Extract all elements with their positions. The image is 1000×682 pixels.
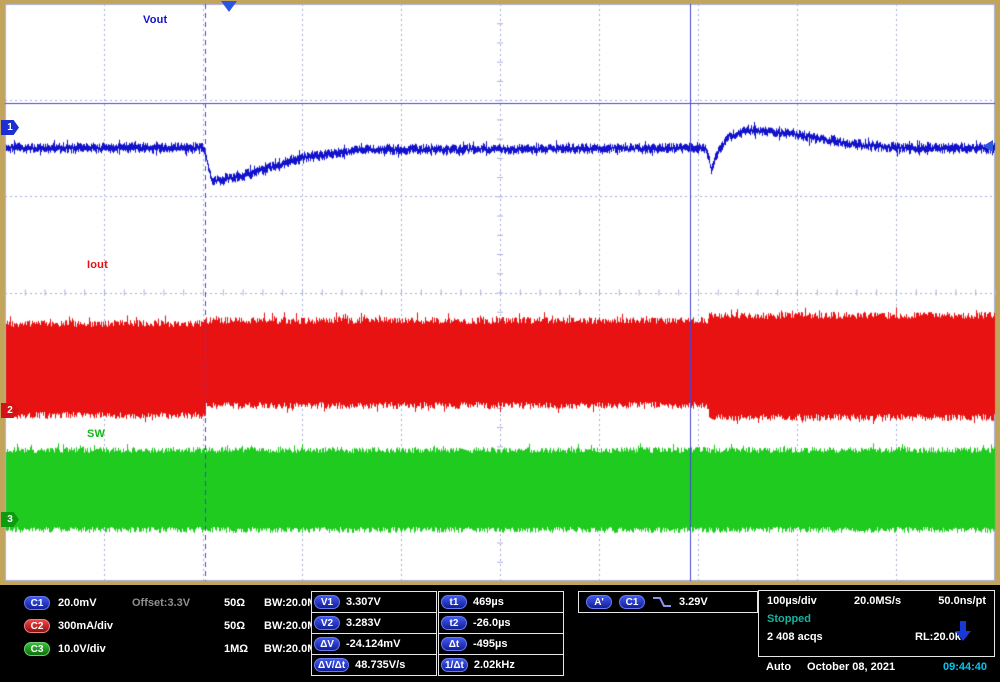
status-bar: C1 20.0mV Offset:3.3V 50Ω BW:20.0M C2 30… [0,585,1000,682]
trace-label-sw: SW [87,428,105,440]
measurement-row: V2 3.283V [312,613,436,634]
dv-dt-value: 48.735V/s [355,659,405,671]
t2-badge[interactable]: t2 [441,616,467,630]
v1-value: 3.307V [346,596,381,608]
freq-badge[interactable]: 1/Δt [441,658,468,672]
channel1-scale: 20.0mV [58,597,132,609]
delta-t-badge[interactable]: Δt [441,637,467,651]
sample-rate: 20.0MS/s [854,595,901,607]
record-length: RL:20.0k [915,631,961,643]
channel3-bandwidth: BW:20.0M [264,643,316,655]
trigger-level: 3.29V [679,596,708,608]
channel3-coupling: 1MΩ [224,643,264,655]
graticule-canvas [0,0,1000,585]
delta-v-value: -24.124mV [346,638,400,650]
timebase-row: 100µs/div 20.0MS/s 50.0ns/pt [767,595,986,607]
channel1-offset: Offset:3.3V [132,597,224,609]
trigger-mode: Auto [766,661,791,673]
v2-badge[interactable]: V2 [314,616,340,630]
measurement-row: t2 -26.0µs [439,613,563,634]
trigger-source-badge[interactable]: C1 [619,595,645,609]
v2-value: 3.283V [346,617,381,629]
waveform-display: Vout Iout SW 1 2 3 [0,0,1000,585]
measurement-row: ΔV/Δt 48.735V/s [312,655,436,675]
time-label: 09:44:40 [943,661,987,673]
measurement-row: t1 469µs [439,592,563,613]
trace-label-vout: Vout [143,14,167,26]
v1-badge[interactable]: V1 [314,595,340,609]
measurement-row: Δt -495µs [439,634,563,655]
channel1-reference-marker-icon [983,140,993,152]
channel1-coupling: 50Ω [224,597,264,609]
channel1-bandwidth: BW:20.0M [264,597,316,609]
channel2-coupling: 50Ω [224,620,264,632]
channel2-bandwidth: BW:20.0M [264,620,316,632]
t1-value: 469µs [473,596,504,608]
t1-badge[interactable]: t1 [441,595,467,609]
delta-t-value: -495µs [473,638,507,650]
channel3-readout: C3 10.0V/div 1MΩ BW:20.0M [24,641,316,656]
timebase-scale: 100µs/div [767,595,817,607]
measurement-row: V1 3.307V [312,592,436,613]
measurement-row: ΔV -24.124mV [312,634,436,655]
t2-value: -26.0µs [473,617,511,629]
trigger-position-marker-icon[interactable] [221,1,237,12]
cursor-time-readouts: t1 469µs t2 -26.0µs Δt -495µs 1/Δt 2.02k… [438,591,564,676]
trace-label-iout: Iout [87,259,108,271]
channel1-readout: C1 20.0mV Offset:3.3V 50Ω BW:20.0M [24,595,316,610]
channel1-badge[interactable]: C1 [24,596,50,610]
oscilloscope-screen: Vout Iout SW 1 2 3 C1 20.0mV Offset:3.3V… [0,0,1000,682]
trigger-mode-badge[interactable]: A' [586,595,612,609]
cursor-voltage-readouts: V1 3.307V V2 3.283V ΔV -24.124mV ΔV/Δt 4… [311,591,437,676]
delta-v-badge[interactable]: ΔV [314,637,340,651]
channel2-readout: C2 300mA/div 50Ω BW:20.0M [24,618,316,633]
channel3-badge[interactable]: C3 [24,642,50,656]
channel2-scale: 300mA/div [58,620,132,632]
falling-edge-icon [652,595,672,609]
channel3-scale: 10.0V/div [58,643,132,655]
trigger-readout: A' C1 3.29V [578,591,758,613]
measurement-row: 1/Δt 2.02kHz [439,655,563,675]
dv-dt-badge[interactable]: ΔV/Δt [314,658,349,672]
sample-resolution: 50.0ns/pt [938,595,986,607]
acquisition-mode-row: Auto October 08, 2021 09:44:40 [758,661,995,673]
acquisition-status: Stopped [767,613,811,625]
channel2-badge[interactable]: C2 [24,619,50,633]
freq-value: 2.02kHz [474,659,515,671]
acquisition-count: 2 408 acqs [767,631,823,643]
date-label: October 08, 2021 [807,661,895,673]
